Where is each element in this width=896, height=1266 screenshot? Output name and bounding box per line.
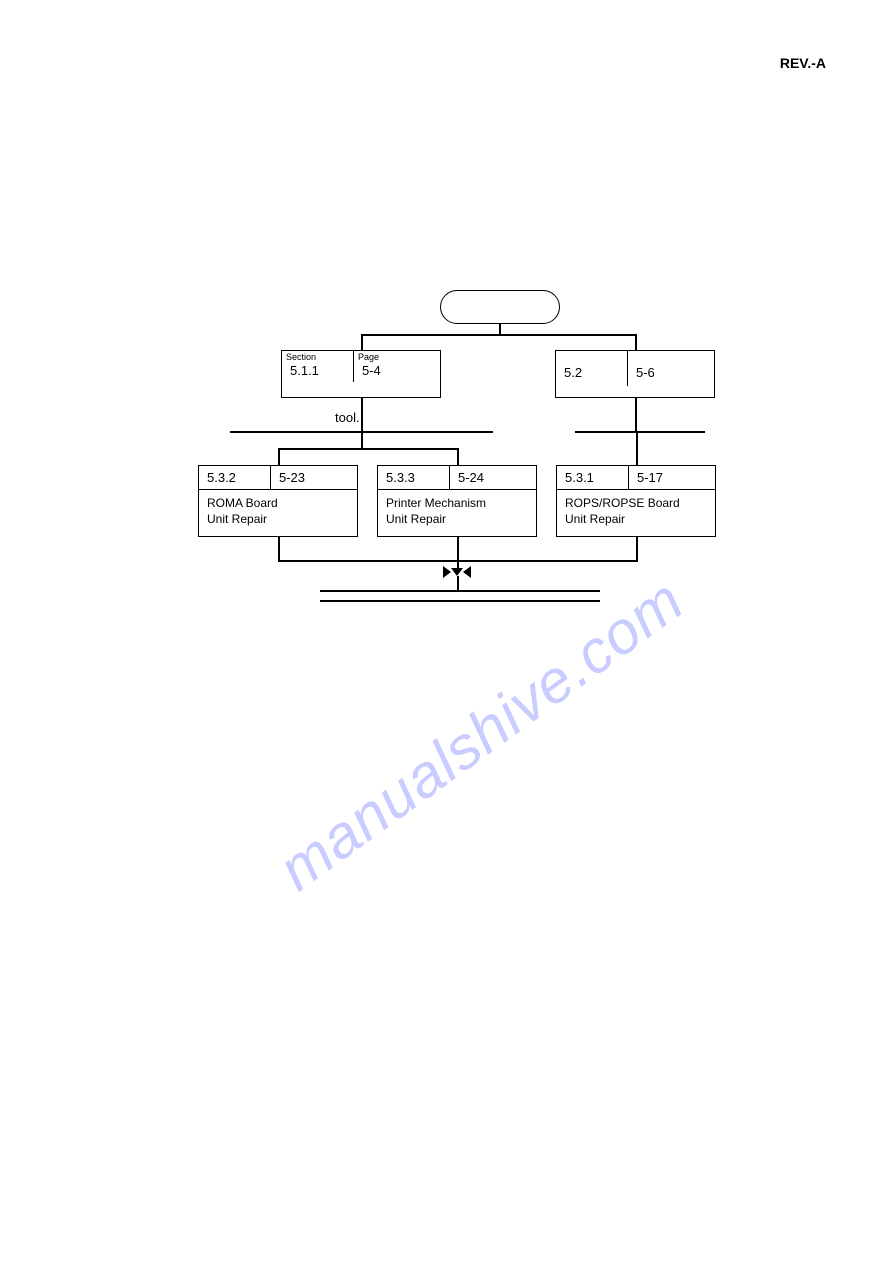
section-number: 5.3.2 <box>207 470 236 485</box>
connector <box>636 448 638 465</box>
connector <box>361 398 363 431</box>
page-number: 5-24 <box>458 470 484 485</box>
connector <box>361 431 363 448</box>
repair-description: ROMA Board Unit Repair <box>199 490 357 533</box>
connector <box>575 431 705 433</box>
section-header-label: Section <box>286 352 316 362</box>
section-number: 5.3.3 <box>386 470 415 485</box>
section-number: 5.3.1 <box>565 470 594 485</box>
section-ref-box: Section 5.1.1 Page 5-4 <box>281 350 441 398</box>
page-header-label: Page <box>358 352 379 362</box>
connector <box>278 560 638 562</box>
start-node <box>440 290 560 324</box>
repair-description: ROPS/ROPSE Board Unit Repair <box>557 490 715 533</box>
repair-box: 5.3.3 5-24 Printer Mechanism Unit Repair <box>377 465 537 537</box>
arrow-icon <box>443 566 451 578</box>
tool-label: tool. <box>335 410 360 425</box>
arrow-icon <box>463 566 471 578</box>
connector <box>278 537 280 560</box>
connector <box>499 324 501 334</box>
section-number: 5.2 <box>564 365 582 380</box>
output-bar <box>320 590 600 592</box>
connector <box>457 576 459 590</box>
repair-box: 5.3.2 5-23 ROMA Board Unit Repair <box>198 465 358 537</box>
revision-label: REV.-A <box>780 55 826 71</box>
connector <box>457 448 459 465</box>
output-bar <box>320 600 600 602</box>
arrow-icon <box>451 568 463 576</box>
connector <box>635 334 637 350</box>
section-number: 5.1.1 <box>290 363 319 378</box>
connector <box>278 448 280 465</box>
connector <box>636 431 638 448</box>
page-number: 5-6 <box>636 365 655 380</box>
connector <box>636 537 638 560</box>
connector <box>457 537 459 572</box>
page-number: 5-23 <box>279 470 305 485</box>
page-number: 5-17 <box>637 470 663 485</box>
repair-box: 5.3.1 5-17 ROPS/ROPSE Board Unit Repair <box>556 465 716 537</box>
connector <box>361 334 636 336</box>
connector <box>361 334 363 350</box>
page-number: 5-4 <box>362 363 381 378</box>
flowchart-diagram: Section 5.1.1 Page 5-4 5.2 5-6 tool. <box>0 290 896 690</box>
section-ref-box: 5.2 5-6 <box>555 350 715 398</box>
connector <box>278 448 458 450</box>
repair-description: Printer Mechanism Unit Repair <box>378 490 536 533</box>
connector <box>635 398 637 431</box>
